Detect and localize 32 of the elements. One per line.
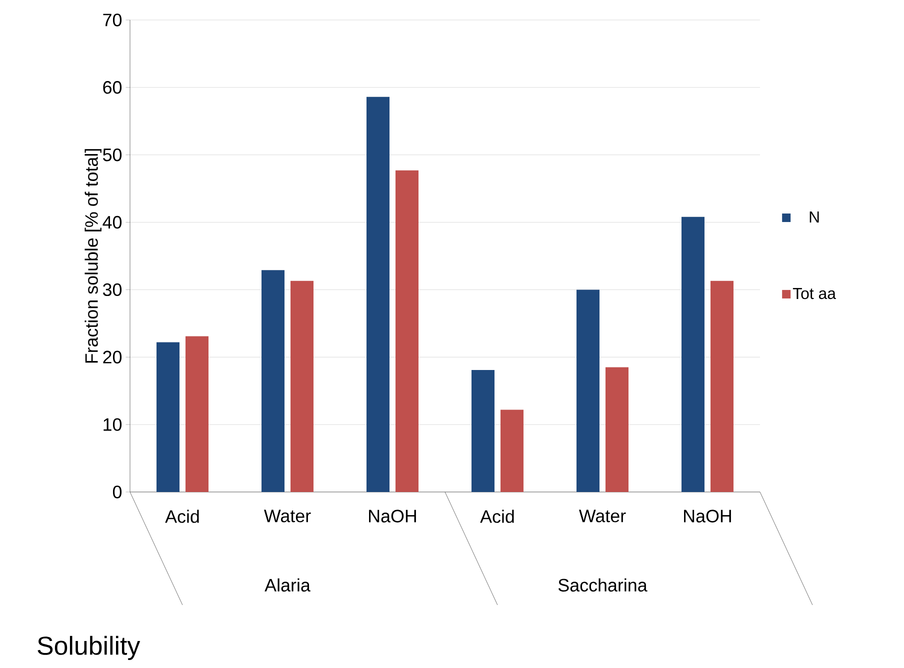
y-tick-label: 30 [102,283,122,296]
bar [262,270,285,492]
y-tick-label: 40 [102,216,122,229]
x-tick-label: Acid [480,510,514,523]
bar [576,290,600,492]
x-tick-label: Water [264,510,311,522]
y-tick-label: 10 [104,418,122,431]
bar [606,367,629,492]
y-tick-label: 50 [103,148,122,162]
bar [472,370,495,492]
bar [290,280,314,492]
bar [396,170,419,492]
bar [500,410,524,492]
y-tick-label: 0 [112,486,122,498]
bar [682,216,705,492]
x-tick-label: NaOH [369,510,416,522]
y-tick-label: 20 [103,350,122,364]
legend-label: Tot aa [792,288,836,300]
x-tick-label: Acid [165,510,199,523]
text: Alaria [264,578,310,592]
bar [366,96,390,492]
x-tick-label: Water [579,510,626,522]
bar [710,280,734,492]
x-axis-title: Solubility [38,636,140,660]
x-tick-label: NaOH [684,510,731,522]
bar [186,336,209,492]
y-tick-label: 70 [103,14,122,26]
text: Saccharina [558,578,648,592]
y-tick-label: 60 [103,81,122,94]
bar [156,342,180,492]
y-axis-title: Fraction soluble [% of total] [84,149,102,363]
legend-label: N [810,212,819,222]
